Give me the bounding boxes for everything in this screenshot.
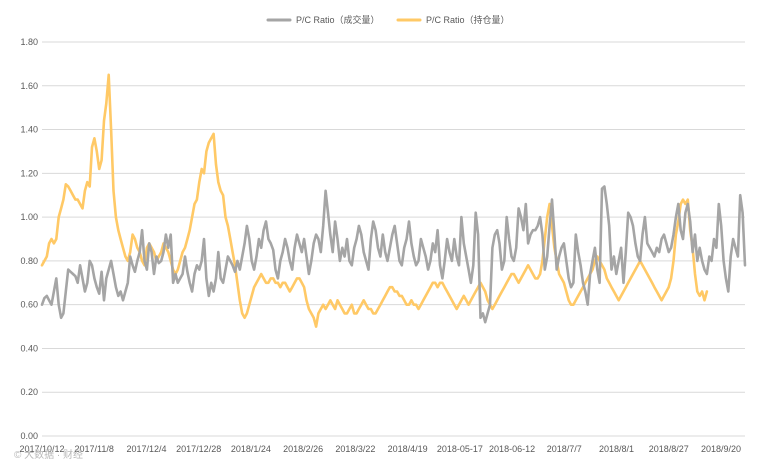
x-axis: 2017/10/12 2017/11/8 2017/12/4 2017/12/28 20… [19, 444, 741, 454]
y-tick-label: 1.40 [20, 125, 38, 135]
x-tick-label: 2018-06-12 [489, 444, 535, 454]
x-tick-label: 2017/12/4 [126, 444, 166, 454]
x-tick-label: 2017/10/12 [19, 444, 64, 454]
x-tick-label: 2018/4/19 [388, 444, 428, 454]
x-tick-label: 2018/8/1 [599, 444, 634, 454]
y-tick-label: 0.20 [20, 387, 38, 397]
y-tick-label: 1.20 [20, 168, 38, 178]
y-tick-label: 0.00 [20, 431, 38, 441]
x-tick-label: 2018/1/24 [231, 444, 271, 454]
legend: P/C Ratio（成交量） P/C Ratio（持仓量） [266, 14, 510, 25]
x-tick-label: 2017/12/28 [176, 444, 221, 454]
series-layer [40, 73, 747, 328]
y-tick-label: 0.40 [20, 343, 38, 353]
y-tick-label: 0.60 [20, 300, 38, 310]
x-tick-label: 2017/11/8 [75, 444, 114, 454]
grid-lines [42, 41, 745, 437]
y-tick-label: 1.80 [20, 37, 38, 47]
y-tick-label: 1.60 [20, 81, 38, 91]
watermark-text: © 大数据 · 财经 [14, 448, 83, 461]
legend-label-0: P/C Ratio（成交量） [296, 14, 380, 25]
y-tick-label: 1.00 [20, 212, 38, 222]
y-tick-label: 0.80 [20, 256, 38, 266]
x-tick-label: 2018/8/27 [649, 444, 689, 454]
x-tick-label: 2018/7/7 [547, 444, 582, 454]
x-tick-label: 2018/9/20 [701, 444, 741, 454]
x-tick-label: 2018/2/26 [283, 444, 323, 454]
legend-label-1: P/C Ratio（持仓量） [426, 14, 510, 25]
x-tick-label: 2018-05-17 [437, 444, 483, 454]
series-line-0 [40, 185, 747, 324]
y-axis: 0.00 0.20 0.40 0.60 0.80 1.00 1.20 1.40 1.60 1.80 [20, 37, 38, 441]
x-tick-label: 2018/3/22 [335, 444, 375, 454]
